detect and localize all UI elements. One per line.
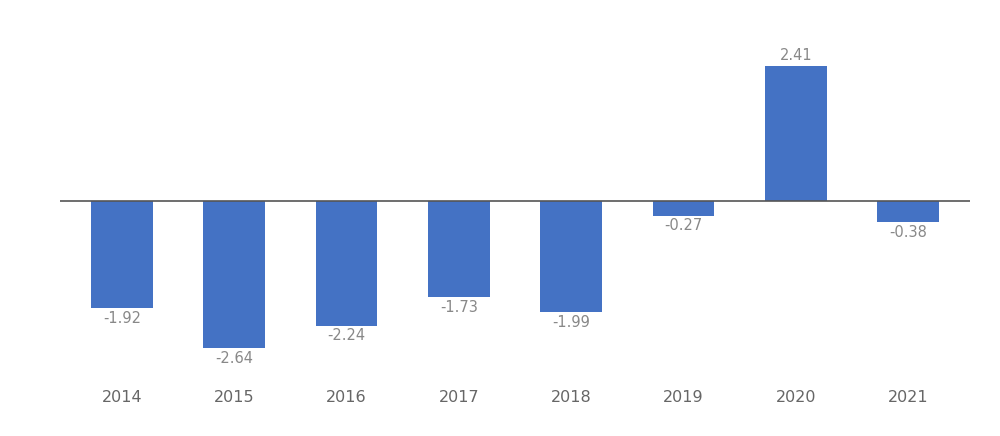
Bar (877, 201, 939, 222)
Text: -1.99: -1.99 (552, 314, 590, 330)
Bar (91, 201, 153, 308)
Text: -0.27: -0.27 (664, 218, 703, 233)
Bar (540, 201, 602, 312)
Bar (653, 201, 714, 216)
Text: -1.92: -1.92 (103, 310, 141, 326)
Text: -1.73: -1.73 (440, 300, 478, 315)
Text: 2.41: 2.41 (780, 48, 812, 63)
Text: -2.64: -2.64 (215, 351, 253, 366)
Bar (316, 201, 377, 326)
Bar (203, 201, 265, 348)
Bar (428, 201, 490, 297)
Text: -0.38: -0.38 (889, 225, 927, 239)
Text: -2.24: -2.24 (327, 328, 366, 344)
Bar (765, 66, 827, 201)
